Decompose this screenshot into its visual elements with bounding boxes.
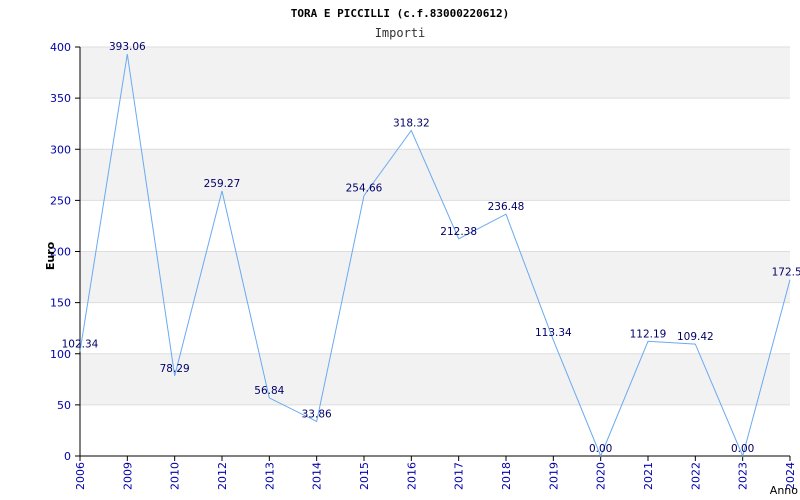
chart-subtitle: Importi (375, 26, 426, 40)
grid-band (80, 353, 790, 405)
data-label: 318.32 (393, 118, 430, 130)
data-label: 172.50 (772, 267, 800, 279)
data-label: 393.06 (109, 41, 146, 53)
series-line-group (79, 53, 791, 458)
data-label: 259.27 (204, 178, 241, 190)
data-label: 78.29 (160, 363, 190, 375)
data-label: 0.00 (731, 443, 754, 455)
y-tick-label: 400 (50, 41, 71, 54)
x-tick-label: 2024 (784, 462, 797, 490)
data-label: 56.84 (254, 385, 284, 397)
y-tick-label: 250 (50, 194, 71, 207)
y-tick-label: 200 (50, 246, 71, 259)
x-axis-label: Anno (770, 484, 798, 497)
data-labels: 102.34 393.06 78.29 259.27 56.84 33.86 254.66 3… (62, 41, 800, 455)
x-tick-label: 2009 (121, 462, 134, 490)
series-line (79, 54, 791, 458)
x-tick-label: 2019 (547, 462, 560, 490)
grid-bands (80, 47, 790, 405)
x-tick-label: 2021 (642, 462, 655, 490)
chart-title: TORA E PICCILLI (c.f.83000220612) (291, 7, 510, 20)
x-tick-label: 2017 (453, 462, 466, 490)
x-tick-label: 2006 (74, 462, 87, 490)
data-label: 0.00 (589, 443, 612, 455)
x-tick-label: 2020 (595, 462, 608, 490)
data-label: 33.86 (302, 408, 332, 420)
data-label: 236.48 (488, 201, 525, 213)
grid-band (80, 149, 790, 201)
data-label: 109.42 (677, 331, 714, 343)
axes (75, 46, 791, 461)
x-tick-label: 2018 (500, 462, 513, 490)
grid-band (80, 251, 790, 303)
data-label: 254.66 (346, 183, 383, 195)
y-tick-label: 150 (50, 297, 71, 310)
y-axis-label: Euro (44, 241, 57, 270)
x-tick-label: 2010 (169, 462, 182, 490)
x-tick-label: 2022 (689, 462, 702, 490)
grid-lines (80, 46, 790, 406)
x-tick-label: 2014 (311, 462, 324, 490)
x-tick-label: 2013 (263, 462, 276, 490)
x-tick-label: 2016 (405, 462, 418, 490)
y-tick-label: 100 (50, 348, 71, 361)
data-label: 112.19 (630, 328, 667, 340)
y-tick-label: 300 (50, 143, 71, 156)
y-tick-labels: 0 50 100 150 200 250 300 350 400 (50, 41, 71, 463)
data-label: 113.34 (535, 327, 572, 339)
data-label: 212.38 (440, 226, 477, 238)
x-tick-label: 2015 (358, 462, 371, 490)
y-tick-label: 50 (57, 399, 71, 412)
grid-band (80, 47, 790, 99)
x-tick-labels: 2006 2009 2010 2012 2013 2014 2015 2016 2017 2018… (74, 462, 797, 490)
y-tick-label: 350 (50, 92, 71, 105)
y-tick-label: 0 (64, 450, 71, 463)
data-label: 102.34 (62, 338, 99, 350)
x-tick-label: 2012 (216, 462, 229, 490)
x-tick-label: 2023 (737, 462, 750, 490)
